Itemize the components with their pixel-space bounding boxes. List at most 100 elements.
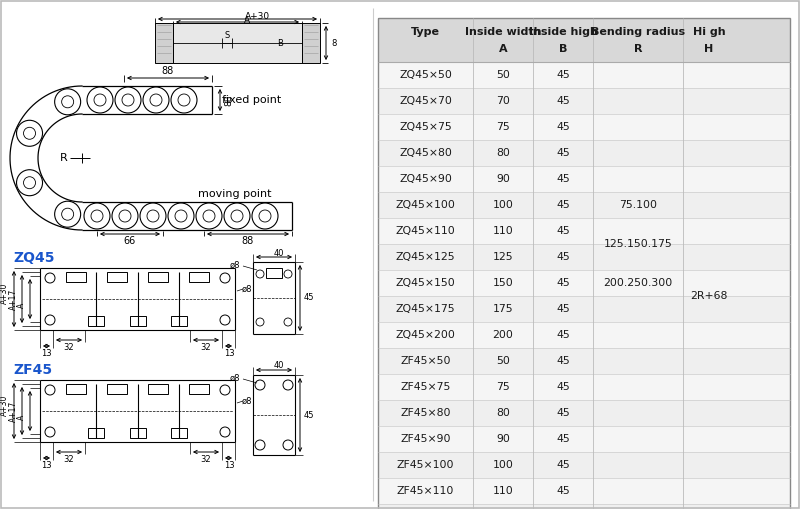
Text: A+17: A+17 (9, 401, 18, 421)
Text: 45: 45 (556, 304, 570, 314)
Bar (173, 23, 302, 63)
Text: 32: 32 (201, 455, 211, 464)
Text: ZF45: ZF45 (13, 363, 52, 377)
Text: 66: 66 (124, 236, 136, 246)
Text: 32: 32 (64, 343, 74, 352)
Text: ZF45×90: ZF45×90 (400, 434, 450, 444)
Bar (378, 114, 790, 140)
Bar (190, 272, 210, 282)
Circle shape (115, 87, 141, 113)
Circle shape (62, 96, 74, 108)
Text: 100: 100 (493, 200, 514, 210)
Text: ZQ45: ZQ45 (13, 251, 54, 265)
Circle shape (196, 203, 222, 229)
Bar (190, 384, 210, 394)
Circle shape (112, 203, 138, 229)
Text: ø8: ø8 (242, 285, 252, 294)
Text: 150: 150 (493, 278, 514, 288)
Text: 40: 40 (274, 361, 284, 371)
Bar (302, 23, 320, 63)
Bar (155, 23, 173, 63)
Text: ZQ45×90: ZQ45×90 (399, 174, 452, 184)
Text: 13: 13 (41, 349, 51, 357)
Text: 100: 100 (493, 460, 514, 470)
Bar (266, 268, 282, 278)
Bar (378, 478, 790, 504)
Bar (378, 504, 790, 509)
Text: 13: 13 (41, 461, 51, 469)
Text: ZF45×75: ZF45×75 (400, 382, 450, 392)
Text: ZQ45×70: ZQ45×70 (399, 96, 452, 106)
Text: 45: 45 (556, 460, 570, 470)
Circle shape (17, 120, 42, 146)
Text: 13: 13 (224, 461, 234, 469)
Text: 45: 45 (556, 70, 570, 80)
Text: 45: 45 (556, 148, 570, 158)
Circle shape (259, 210, 271, 222)
Text: A: A (244, 15, 250, 24)
Circle shape (17, 169, 42, 196)
Bar (378, 400, 790, 426)
Text: 90: 90 (496, 174, 510, 184)
Bar (88, 428, 104, 438)
Bar (378, 192, 790, 218)
Bar (130, 316, 146, 326)
Text: 125.150.175: 125.150.175 (604, 239, 672, 249)
Bar (378, 452, 790, 478)
Circle shape (91, 210, 103, 222)
Text: R: R (634, 44, 642, 54)
Text: Type: Type (411, 27, 440, 37)
Text: ZF45×50: ZF45×50 (400, 356, 450, 366)
Text: 45: 45 (556, 382, 570, 392)
Bar (66, 384, 86, 394)
Text: ZF45×110: ZF45×110 (397, 486, 454, 496)
Text: B: B (559, 44, 567, 54)
Text: 45: 45 (556, 252, 570, 262)
Text: ZQ45×80: ZQ45×80 (399, 148, 452, 158)
Text: R: R (60, 153, 68, 163)
Text: 32: 32 (201, 343, 211, 352)
Circle shape (175, 210, 187, 222)
Circle shape (87, 87, 113, 113)
Text: 50: 50 (496, 356, 510, 366)
Circle shape (54, 201, 81, 227)
Circle shape (252, 203, 278, 229)
Text: ZF45×80: ZF45×80 (400, 408, 450, 418)
Bar (378, 426, 790, 452)
Text: 45: 45 (556, 330, 570, 340)
Text: 75: 75 (496, 122, 510, 132)
Circle shape (54, 89, 81, 115)
Text: ZQ45×150: ZQ45×150 (396, 278, 455, 288)
Text: 45: 45 (556, 122, 570, 132)
Text: ZQ45×125: ZQ45×125 (396, 252, 455, 262)
Bar (170, 428, 186, 438)
Text: Inside high: Inside high (529, 27, 598, 37)
Text: ZQ45×75: ZQ45×75 (399, 122, 452, 132)
Circle shape (150, 94, 162, 106)
Circle shape (23, 177, 35, 189)
Text: A: A (17, 302, 26, 307)
Text: fixed point: fixed point (222, 95, 282, 105)
Bar (148, 272, 168, 282)
Circle shape (122, 94, 134, 106)
Text: 88: 88 (242, 236, 254, 246)
Text: 125: 125 (493, 252, 514, 262)
Text: 200.250.300: 200.250.300 (603, 278, 673, 288)
Text: 175: 175 (493, 304, 514, 314)
Text: 40: 40 (274, 248, 284, 258)
Text: 70: 70 (496, 96, 510, 106)
Circle shape (178, 94, 190, 106)
Text: 45: 45 (556, 174, 570, 184)
Text: 45: 45 (304, 410, 314, 419)
Text: 45: 45 (556, 356, 570, 366)
Text: ZQ45×200: ZQ45×200 (395, 330, 455, 340)
Text: Hi gh: Hi gh (693, 27, 726, 37)
Text: Inside width: Inside width (465, 27, 542, 37)
Text: A+30: A+30 (245, 12, 270, 20)
Text: 45: 45 (556, 408, 570, 418)
Text: 80: 80 (496, 408, 510, 418)
Bar (378, 348, 790, 374)
Bar (378, 88, 790, 114)
Bar (378, 140, 790, 166)
Bar (378, 322, 790, 348)
